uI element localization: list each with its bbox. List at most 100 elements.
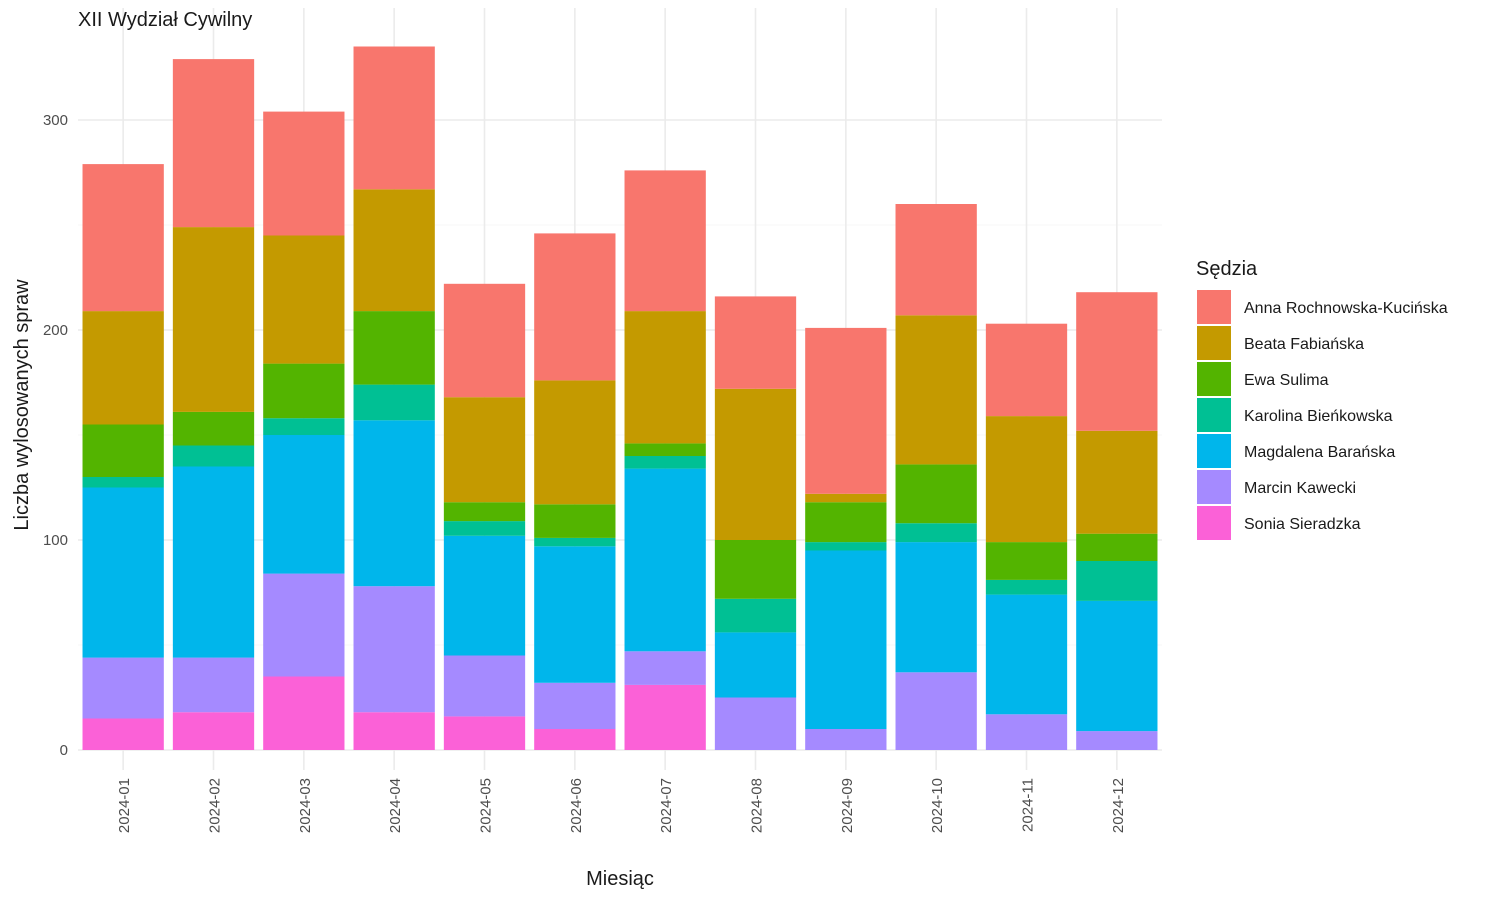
x-tick-label: 2024-08 [749,778,766,833]
bar-segment [985,579,1068,595]
bar-segment [805,729,887,750]
bar-segment [714,296,797,389]
bar-segment [263,418,345,435]
x-tick-label: 2024-10 [929,778,946,833]
bar-segment [714,388,797,540]
bar-segment [82,311,164,425]
bar-segment [895,204,977,316]
legend-label: Marcin Kawecki [1244,480,1356,497]
bar-segment [534,682,616,729]
bar-segment [805,550,887,729]
bar-segment [624,684,706,750]
x-tick-label: 2024-01 [116,778,133,833]
x-tick-label: 2024-11 [1020,778,1037,832]
bar-segment [82,424,164,477]
bar-segment [82,487,164,658]
bar-segment [805,542,887,551]
bar-segment [805,327,887,494]
bar-segment [1076,561,1158,601]
x-tick-label: 2024-09 [839,778,856,833]
bar-segment [985,542,1068,580]
bar-segment [443,283,526,398]
bar-segment [714,632,797,698]
bar-segment [985,594,1068,715]
legend-swatch [1197,470,1231,504]
bar-segment [714,598,797,633]
bar-segment [353,189,435,312]
bar-segment [895,542,977,673]
bar-segment [895,464,977,524]
bar-segment [534,380,616,505]
bar-segment [263,363,345,419]
bar-segment [534,504,616,538]
bar-segment [895,315,977,465]
x-axis-title: Miesiąc [586,868,654,890]
bar-segment [172,227,255,412]
legend: Sędzia Anna Rochnowska-Kucińska Beata Fab… [1196,258,1448,540]
legend-swatch [1197,362,1231,396]
bar-segment [805,502,887,543]
bar-segment [985,714,1068,750]
bar-segment [263,573,345,677]
legend-title: Sędzia [1196,258,1258,280]
bars [82,46,1158,750]
bar-segment [895,523,977,543]
bar-segment [1076,533,1158,561]
bar-segment [172,445,255,467]
bar-segment [353,712,435,750]
legend-label: Beata Fabiańska [1244,336,1364,353]
y-tick-label: 100 [43,532,68,549]
x-tick-label: 2024-03 [297,778,314,833]
bar-segment [985,416,1068,543]
bar-segment [1076,430,1158,534]
bar-segment [534,233,616,381]
x-tick-label: 2024-05 [478,778,495,833]
y-tick-label: 200 [43,322,68,339]
bar-segment [82,718,164,750]
bar-segment [534,537,616,547]
y-tick-label: 300 [43,112,68,129]
bar-segment [895,672,977,750]
bar-segment [443,521,526,536]
bar-segment [82,164,164,312]
bar-segment [1076,292,1158,431]
bar-segment [1076,731,1158,750]
bar-segment [263,111,345,236]
bar-segment [714,540,797,599]
bar-segment [353,384,435,421]
y-tick-labels: 0 100 200 300 [43,112,68,759]
x-tick-label: 2024-02 [207,778,224,833]
bar-segment [714,697,797,750]
bar-segment [624,170,706,312]
legend-swatch [1197,290,1231,324]
bar-segment [624,311,706,444]
legend-label: Magdalena Barańska [1244,444,1395,461]
bar-segment [443,655,526,717]
bar-segment [82,477,164,488]
legend-swatch [1197,326,1231,360]
legend-label: Sonia Sieradzka [1244,516,1361,533]
bar-segment [82,657,164,719]
bar-segment [353,46,435,190]
bar-segment [534,729,616,750]
x-tick-label: 2024-12 [1110,778,1127,833]
bar-segment [172,411,255,446]
bar-segment [805,493,887,503]
bar-segment [263,435,345,574]
bar-segment [443,535,526,656]
bar-segment [624,443,706,456]
bar-segment [443,716,526,750]
legend-label: Anna Rochnowska-Kucińska [1244,300,1448,317]
bar-segment [172,657,255,713]
bar-segment [172,59,255,228]
bar-segment [353,420,435,587]
x-tick-label: 2024-04 [387,778,404,833]
bar-segment [534,546,616,683]
y-tick-label: 0 [60,742,68,759]
legend-swatch [1197,506,1231,540]
bar-segment [624,456,706,469]
bar-segment [443,502,526,522]
legend-swatch [1197,398,1231,432]
bar-segment [985,323,1068,417]
